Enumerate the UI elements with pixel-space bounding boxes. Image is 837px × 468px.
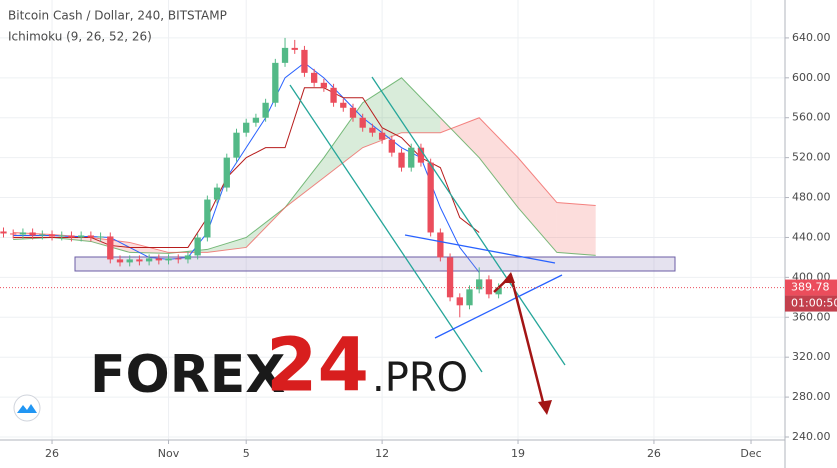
x-tick-label: Nov: [158, 447, 180, 460]
drawings: [289, 76, 566, 415]
candle-body: [378, 132, 386, 140]
candle-body: [417, 147, 425, 163]
candle-body: [19, 232, 27, 235]
candle-body: [485, 279, 493, 295]
x-tick-label: 19: [511, 447, 525, 460]
triangle-line: [434, 274, 563, 339]
arrow-head: [538, 400, 552, 415]
candle-body: [243, 122, 250, 133]
y-tick-label: 280.00: [792, 390, 831, 403]
candle-body: [388, 139, 395, 153]
candle-body: [320, 82, 328, 88]
candle-body: [145, 258, 153, 262]
candle-body: [136, 259, 143, 262]
channel-line: [371, 76, 566, 366]
arrow-head: [502, 272, 515, 283]
candle-body: [0, 231, 7, 234]
candle-body: [437, 232, 444, 258]
candle-body: [291, 47, 298, 50]
y-tick-label: 520.00: [792, 151, 831, 164]
candle-body: [272, 62, 279, 103]
watermark: 24: [266, 323, 369, 409]
logo-circle: [13, 394, 41, 422]
candle-body: [330, 87, 337, 103]
candles: [0, 37, 502, 318]
candle-body: [155, 258, 162, 261]
candle-body: [262, 102, 269, 118]
countdown-tag: [785, 295, 837, 312]
candle-body: [456, 297, 463, 306]
y-tick-label: 480.00: [792, 191, 831, 204]
candle-body: [48, 234, 56, 237]
x-tick-label: 26: [647, 447, 661, 460]
candle-body: [116, 259, 124, 263]
candle-body: [446, 257, 454, 298]
candle-body: [359, 117, 366, 128]
candle-body: [194, 237, 201, 256]
cloud-segment: [518, 157, 557, 253]
candle-body: [29, 232, 36, 236]
candle-body: [78, 235, 85, 238]
countdown-label: 01:00:50: [791, 297, 837, 310]
last-price-tag: [785, 279, 837, 296]
candle-body: [97, 236, 104, 238]
candle-body: [39, 234, 46, 236]
candle-body: [427, 162, 434, 233]
chart-title: Bitcoin Cash / Dollar, 240, BITSTAMP: [8, 9, 227, 23]
candle-body: [68, 235, 75, 238]
logo: [13, 394, 41, 422]
cloud-segment: [401, 77, 441, 133]
candle-body: [87, 235, 95, 238]
last-price-label: 389.78: [791, 281, 830, 294]
candle-body: [165, 258, 172, 261]
candle-body: [175, 258, 182, 260]
cloud-segment: [479, 117, 519, 208]
candle-body: [301, 49, 308, 73]
y-tick-label: 600.00: [792, 71, 831, 84]
candle-body: [408, 147, 415, 168]
logo-icon: [17, 404, 37, 413]
y-tick-label: 560.00: [792, 111, 831, 124]
candle-body: [466, 289, 473, 306]
axis-labels: 240.00280.00320.00360.00400.00440.00480.…: [45, 31, 830, 460]
candle-body: [495, 287, 502, 295]
candle-body: [126, 259, 133, 263]
candle-body: [204, 199, 211, 238]
channel-line: [289, 84, 483, 373]
candle-body: [252, 117, 260, 123]
candle-body: [233, 132, 240, 158]
candle-body: [213, 187, 221, 200]
x-tick-label: 5: [243, 447, 250, 460]
watermark: .PRO: [372, 355, 468, 401]
y-tick-label: 360.00: [792, 310, 831, 323]
candle-body: [10, 233, 17, 235]
support-zone: [74, 256, 676, 272]
grid: [0, 0, 785, 440]
y-tick-label: 320.00: [792, 350, 831, 363]
x-tick-label: 26: [45, 447, 59, 460]
triangle-line: [404, 234, 556, 264]
candle-body: [369, 127, 376, 133]
y-tick-label: 440.00: [792, 230, 831, 243]
x-tick-label: 12: [375, 447, 389, 460]
candle-body: [340, 102, 347, 108]
candle-body: [281, 47, 289, 63]
candle-body: [107, 236, 114, 260]
cloud-segment: [556, 202, 596, 256]
candle-body: [184, 255, 192, 260]
watermark: FOREX: [90, 345, 285, 405]
candle-body: [398, 152, 405, 168]
candle-body: [58, 235, 65, 237]
y-tick-label: 240.00: [792, 430, 831, 443]
candle-body: [223, 157, 230, 188]
x-tick-label: Dec: [740, 447, 761, 460]
y-tick-label: 640.00: [792, 31, 831, 44]
candle-body: [311, 72, 318, 83]
candle-body: [476, 279, 483, 290]
candle-body: [349, 107, 357, 118]
indicator-label: Ichimoku (9, 26, 52, 26): [8, 30, 152, 44]
